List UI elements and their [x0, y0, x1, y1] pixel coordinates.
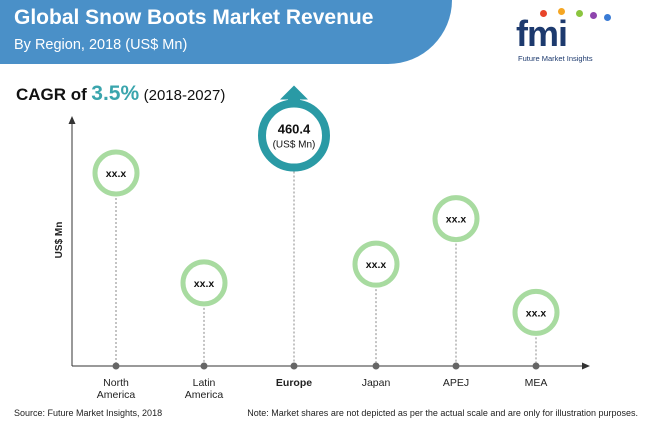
bubble [180, 259, 228, 307]
chart-axes: US$ Mn [54, 116, 590, 370]
data-label: xx.x [366, 259, 387, 271]
logo-dot [590, 12, 597, 19]
chart-subtitle: By Region, 2018 (US$ Mn) [14, 37, 188, 53]
y-axis-label: US$ Mn [54, 222, 65, 259]
axis-point [290, 362, 298, 370]
category-tick-label: Latin [193, 377, 216, 389]
axis-point [532, 362, 540, 370]
category-tick-label: America [185, 389, 224, 401]
logo-text: Future Market Insights [518, 54, 593, 63]
logo-dot [576, 10, 583, 17]
data-label: xx.x [526, 307, 547, 319]
disclaimer-note: Note: Market shares are not depicted as … [247, 408, 638, 418]
data-sublabel: (US$ Mn) [273, 140, 316, 151]
axis-point [112, 362, 120, 370]
axis-point [372, 362, 380, 370]
axis-point [452, 362, 460, 370]
bubble [92, 149, 140, 197]
chart-marks: xx.xNorthAmericaxx.xLatinAmerica460.4(US… [92, 85, 560, 401]
source-note: Source: Future Market Insights, 2018 [14, 408, 163, 418]
data-label: 460.4 [278, 122, 311, 137]
axis-point [200, 362, 208, 370]
logo-dot [558, 8, 565, 15]
cagr-period: (2018-2027) [143, 87, 226, 104]
fmi-logo: fmi Future Market Insights [512, 8, 632, 66]
data-label: xx.x [106, 168, 127, 180]
category-tick-label: APEJ [443, 377, 469, 389]
title-banner: Global Snow Boots Market Revenue By Regi… [0, 0, 452, 64]
x-axis-arrow [582, 362, 590, 370]
logo-dot [604, 14, 611, 21]
category-tick-label: Japan [362, 377, 391, 389]
chart-title: Global Snow Boots Market Revenue [14, 6, 374, 29]
category-tick-label: Europe [276, 377, 312, 389]
bubble [352, 240, 400, 288]
data-label: xx.x [446, 214, 467, 226]
logo-mark: fmi [516, 13, 568, 54]
cagr-value: 3.5% [91, 82, 140, 105]
logo-dot [540, 10, 547, 17]
category-tick-label: MEA [525, 377, 548, 389]
cagr-callout: CAGR of 3.5% (2018-2027) [16, 82, 225, 106]
category-tick-label: America [97, 389, 136, 401]
bubble-highlight [258, 99, 330, 172]
growth-arrow-icon [280, 85, 308, 106]
bubble [512, 288, 560, 336]
category-tick-label: North [103, 377, 129, 389]
y-axis-arrow [68, 116, 76, 124]
cagr-label: CAGR of [16, 85, 87, 104]
bubble [432, 195, 480, 243]
data-label: xx.x [194, 278, 215, 290]
